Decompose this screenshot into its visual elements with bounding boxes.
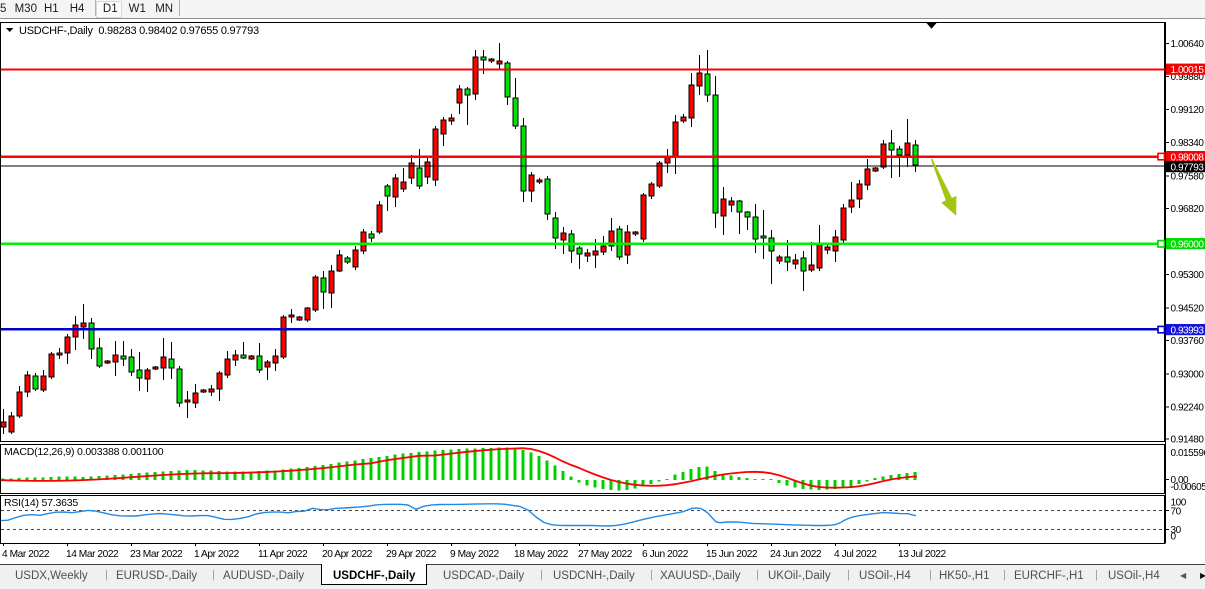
svg-text:23 Mar 2022: 23 Mar 2022	[130, 549, 183, 560]
svg-text:0.99120: 0.99120	[1171, 105, 1205, 116]
svg-text:27 May 2022: 27 May 2022	[578, 549, 633, 560]
svg-text:0.92240: 0.92240	[1171, 402, 1205, 413]
svg-text:6 Jun 2022: 6 Jun 2022	[642, 549, 689, 560]
svg-text:RSI(14) 57.3635: RSI(14) 57.3635	[4, 497, 78, 509]
svg-text:USDCHF-,Daily 0.98283 0.98402: USDCHF-,Daily 0.98283 0.98402 0.97655 0.…	[19, 25, 259, 37]
svg-text:14 Mar 2022: 14 Mar 2022	[66, 549, 119, 560]
svg-text:24 Jun 2022: 24 Jun 2022	[770, 549, 822, 560]
svg-text:0.97793: 0.97793	[1171, 162, 1205, 173]
svg-text:29 Apr 2022: 29 Apr 2022	[386, 549, 437, 560]
svg-text:-0.006055: -0.006055	[1171, 482, 1205, 493]
svg-text:MACD(12,26,9) 0.003388 0.00110: MACD(12,26,9) 0.003388 0.001100	[4, 446, 164, 458]
svg-text:0.93000: 0.93000	[1171, 369, 1205, 380]
svg-text:0.94520: 0.94520	[1171, 303, 1205, 314]
svg-text:70: 70	[1171, 506, 1182, 517]
svg-text:0.99880: 0.99880	[1171, 72, 1205, 83]
svg-text:0.95300: 0.95300	[1171, 270, 1205, 281]
svg-text:0.96000: 0.96000	[1171, 239, 1205, 250]
svg-text:0.00: 0.00	[1171, 475, 1190, 486]
svg-text:0.93760: 0.93760	[1171, 336, 1205, 347]
svg-text:4 Jul 2022: 4 Jul 2022	[834, 549, 877, 560]
svg-text:30: 30	[1171, 525, 1182, 536]
svg-text:13 Jul 2022: 13 Jul 2022	[898, 549, 947, 560]
svg-text:1 Apr 2022: 1 Apr 2022	[194, 549, 240, 560]
svg-text:18 May 2022: 18 May 2022	[514, 549, 569, 560]
svg-text:0.98008: 0.98008	[1171, 152, 1205, 163]
svg-text:9 May 2022: 9 May 2022	[450, 549, 500, 560]
svg-text:100: 100	[1171, 498, 1187, 509]
svg-text:0.98340: 0.98340	[1171, 138, 1205, 149]
svg-text:0.97580: 0.97580	[1171, 171, 1205, 182]
svg-text:0.93993: 0.93993	[1171, 325, 1205, 336]
svg-text:4 Mar 2022: 4 Mar 2022	[2, 549, 50, 560]
svg-text:1.00015: 1.00015	[1171, 65, 1205, 76]
svg-text:11 Apr 2022: 11 Apr 2022	[258, 549, 308, 560]
svg-text:0.91480: 0.91480	[1171, 434, 1205, 445]
svg-text:0: 0	[1171, 531, 1177, 542]
svg-text:1.00640: 1.00640	[1171, 39, 1205, 50]
svg-text:0.015596: 0.015596	[1171, 448, 1205, 459]
svg-text:15 Jun 2022: 15 Jun 2022	[706, 549, 758, 560]
svg-text:0.96820: 0.96820	[1171, 204, 1205, 215]
svg-text:20 Apr 2022: 20 Apr 2022	[322, 549, 373, 560]
